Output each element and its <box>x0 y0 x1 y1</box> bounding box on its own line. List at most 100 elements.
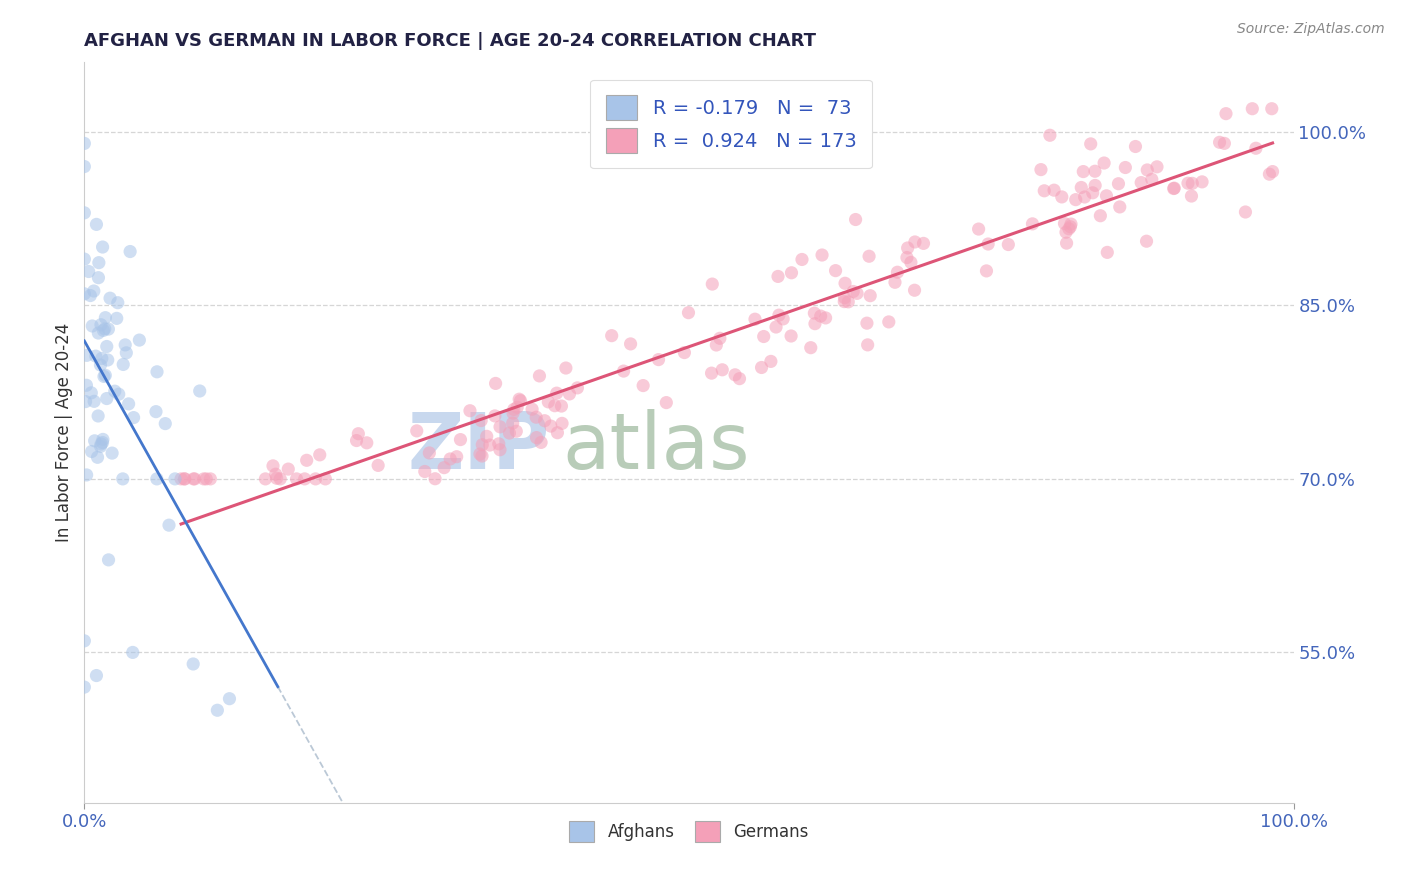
Point <box>294 472 316 486</box>
Point <box>506 401 529 415</box>
Point <box>724 368 747 382</box>
Point <box>73 252 96 266</box>
Point <box>856 316 879 330</box>
Point <box>120 244 142 259</box>
Point <box>780 329 803 343</box>
Point <box>834 277 856 291</box>
Point <box>90 318 112 332</box>
Point <box>80 385 103 400</box>
Point <box>619 337 641 351</box>
Point <box>1033 184 1056 198</box>
Text: AFGHAN VS GERMAN IN LABOR FORCE | AGE 20-24 CORRELATION CHART: AFGHAN VS GERMAN IN LABOR FORCE | AGE 20… <box>84 32 817 50</box>
Point <box>858 249 880 263</box>
Point <box>295 453 318 467</box>
Point <box>896 251 918 265</box>
Point <box>418 446 440 460</box>
Point <box>904 235 927 249</box>
Point <box>524 410 547 425</box>
Point <box>1057 221 1080 235</box>
Point <box>837 294 859 309</box>
Point <box>772 312 794 326</box>
Point <box>82 318 104 333</box>
Point <box>155 417 177 431</box>
Point <box>780 266 803 280</box>
Point <box>266 471 288 485</box>
Point <box>803 306 825 320</box>
Point <box>87 270 110 285</box>
Point <box>73 680 96 694</box>
Point <box>1107 177 1129 191</box>
Point <box>101 446 124 460</box>
Point <box>356 435 378 450</box>
Point <box>254 472 277 486</box>
Point <box>877 315 900 329</box>
Point <box>546 386 568 401</box>
Point <box>1163 181 1185 195</box>
Point <box>1059 219 1081 234</box>
Point <box>94 322 117 336</box>
Point <box>170 472 193 486</box>
Point <box>122 410 145 425</box>
Point <box>1064 193 1087 207</box>
Point <box>146 365 169 379</box>
Point <box>262 458 284 473</box>
Point <box>1213 136 1236 151</box>
Point <box>304 472 326 486</box>
Point <box>558 387 581 401</box>
Point <box>1050 190 1073 204</box>
Point <box>157 518 180 533</box>
Point <box>1060 217 1083 231</box>
Point <box>711 363 734 377</box>
Point <box>537 395 560 409</box>
Point <box>1135 234 1157 248</box>
Point <box>96 339 118 353</box>
Point <box>752 329 775 343</box>
Point <box>546 425 568 440</box>
Point <box>912 236 935 251</box>
Point <box>834 291 856 305</box>
Point <box>1039 128 1062 143</box>
Point <box>1181 177 1204 191</box>
Point <box>1234 205 1257 219</box>
Point <box>183 472 205 486</box>
Point <box>846 286 869 301</box>
Point <box>631 378 654 392</box>
Point <box>91 433 114 447</box>
Point <box>900 255 922 269</box>
Point <box>367 458 389 473</box>
Point <box>173 472 195 486</box>
Point <box>146 472 169 486</box>
Point <box>1180 189 1202 203</box>
Point <box>1108 200 1130 214</box>
Point <box>704 338 727 352</box>
Point <box>478 438 501 452</box>
Point <box>76 467 98 482</box>
Point <box>484 376 506 391</box>
Point <box>1090 209 1112 223</box>
Point <box>1097 245 1119 260</box>
Point <box>97 322 120 336</box>
Point <box>1208 136 1230 150</box>
Point <box>91 240 114 254</box>
Point <box>1084 164 1107 178</box>
Point <box>702 277 724 291</box>
Point <box>1092 156 1115 170</box>
Point <box>489 419 512 434</box>
Point <box>90 351 112 366</box>
Point <box>790 252 813 267</box>
Point <box>1125 139 1147 153</box>
Point <box>73 286 96 301</box>
Point <box>347 426 370 441</box>
Point <box>73 633 96 648</box>
Point <box>183 472 205 486</box>
Point <box>842 285 865 299</box>
Point <box>97 353 120 368</box>
Point <box>90 439 112 453</box>
Point <box>1081 186 1104 200</box>
Point <box>502 402 524 417</box>
Point <box>1136 163 1159 178</box>
Point <box>856 338 879 352</box>
Point <box>173 472 195 486</box>
Point <box>766 269 789 284</box>
Point <box>75 394 97 409</box>
